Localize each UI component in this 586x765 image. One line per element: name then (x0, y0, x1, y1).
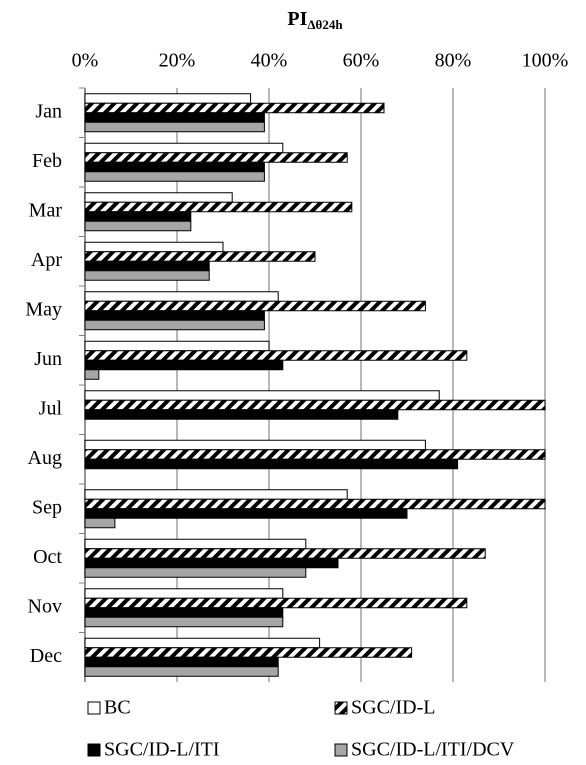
bar (84, 517, 116, 529)
legend-label: BC (104, 697, 131, 719)
y-tick-label: Feb (32, 150, 62, 172)
bar (84, 597, 468, 609)
bar (84, 310, 265, 321)
bar (84, 291, 279, 302)
bar (84, 607, 284, 618)
legend-swatch (87, 743, 101, 757)
legend-swatch (87, 701, 101, 715)
bar (84, 251, 316, 262)
bar (84, 359, 284, 371)
x-tick-label: 20% (159, 50, 196, 72)
bar (84, 409, 399, 420)
x-tick-label: 80% (435, 50, 472, 72)
bar (84, 211, 192, 222)
bar (84, 142, 284, 154)
y-tick-label: Apr (31, 249, 62, 271)
bar (84, 121, 265, 133)
title-subscript: Δθ24h (307, 17, 343, 32)
bar (84, 171, 265, 182)
bar (84, 201, 353, 213)
bar (84, 616, 284, 628)
bar (84, 538, 307, 550)
y-tick-label: Aug (28, 447, 62, 469)
y-tick-label: May (25, 298, 62, 320)
bar (84, 112, 265, 123)
legend-swatch (334, 743, 348, 757)
bar (84, 93, 252, 104)
bar (84, 458, 459, 470)
bar (84, 102, 385, 114)
y-tick-label: Oct (33, 546, 62, 568)
bar (84, 588, 284, 599)
bar (84, 498, 546, 510)
legend-label: SGC/ID-L/ITI/DCV (351, 739, 515, 761)
bar (84, 666, 279, 677)
bar (84, 241, 224, 253)
y-tick-label: Dec (30, 645, 62, 667)
bar (84, 220, 192, 232)
bar (84, 656, 279, 668)
title-main: PI (287, 8, 307, 30)
bar (84, 508, 408, 519)
bar (84, 489, 348, 500)
x-tick-label: 40% (251, 50, 288, 72)
y-tick-label: Jan (35, 100, 62, 122)
y-tick-label: Sep (32, 496, 62, 518)
y-tick-label: Jun (34, 348, 62, 370)
x-tick-label: 0% (72, 50, 99, 72)
bar (84, 300, 426, 312)
bar (84, 548, 486, 559)
bar (84, 647, 413, 658)
bar (84, 340, 270, 352)
bar (84, 439, 426, 451)
bar (84, 350, 468, 361)
bar (84, 390, 440, 401)
bar (84, 319, 265, 331)
bar (84, 260, 210, 272)
legend-label: SGC/ID-L (351, 697, 435, 719)
y-tick-label: Nov (28, 595, 62, 617)
legend-label: SGC/ID-L/ITI (104, 739, 220, 761)
bar (84, 637, 321, 649)
bar (84, 369, 100, 380)
bar (84, 567, 307, 578)
bar (84, 557, 339, 569)
y-tick-label: Mar (29, 199, 63, 221)
bar (84, 270, 210, 281)
bar (84, 152, 348, 163)
chart-title: PIΔθ24h (287, 8, 343, 32)
bar (84, 399, 546, 411)
bar (84, 449, 546, 460)
x-tick-label: 60% (343, 50, 380, 72)
bar (84, 192, 233, 203)
x-tick-label: 100% (522, 50, 569, 72)
legend-swatch (334, 701, 348, 715)
y-tick-label: Jul (39, 397, 63, 419)
bar (84, 161, 265, 173)
